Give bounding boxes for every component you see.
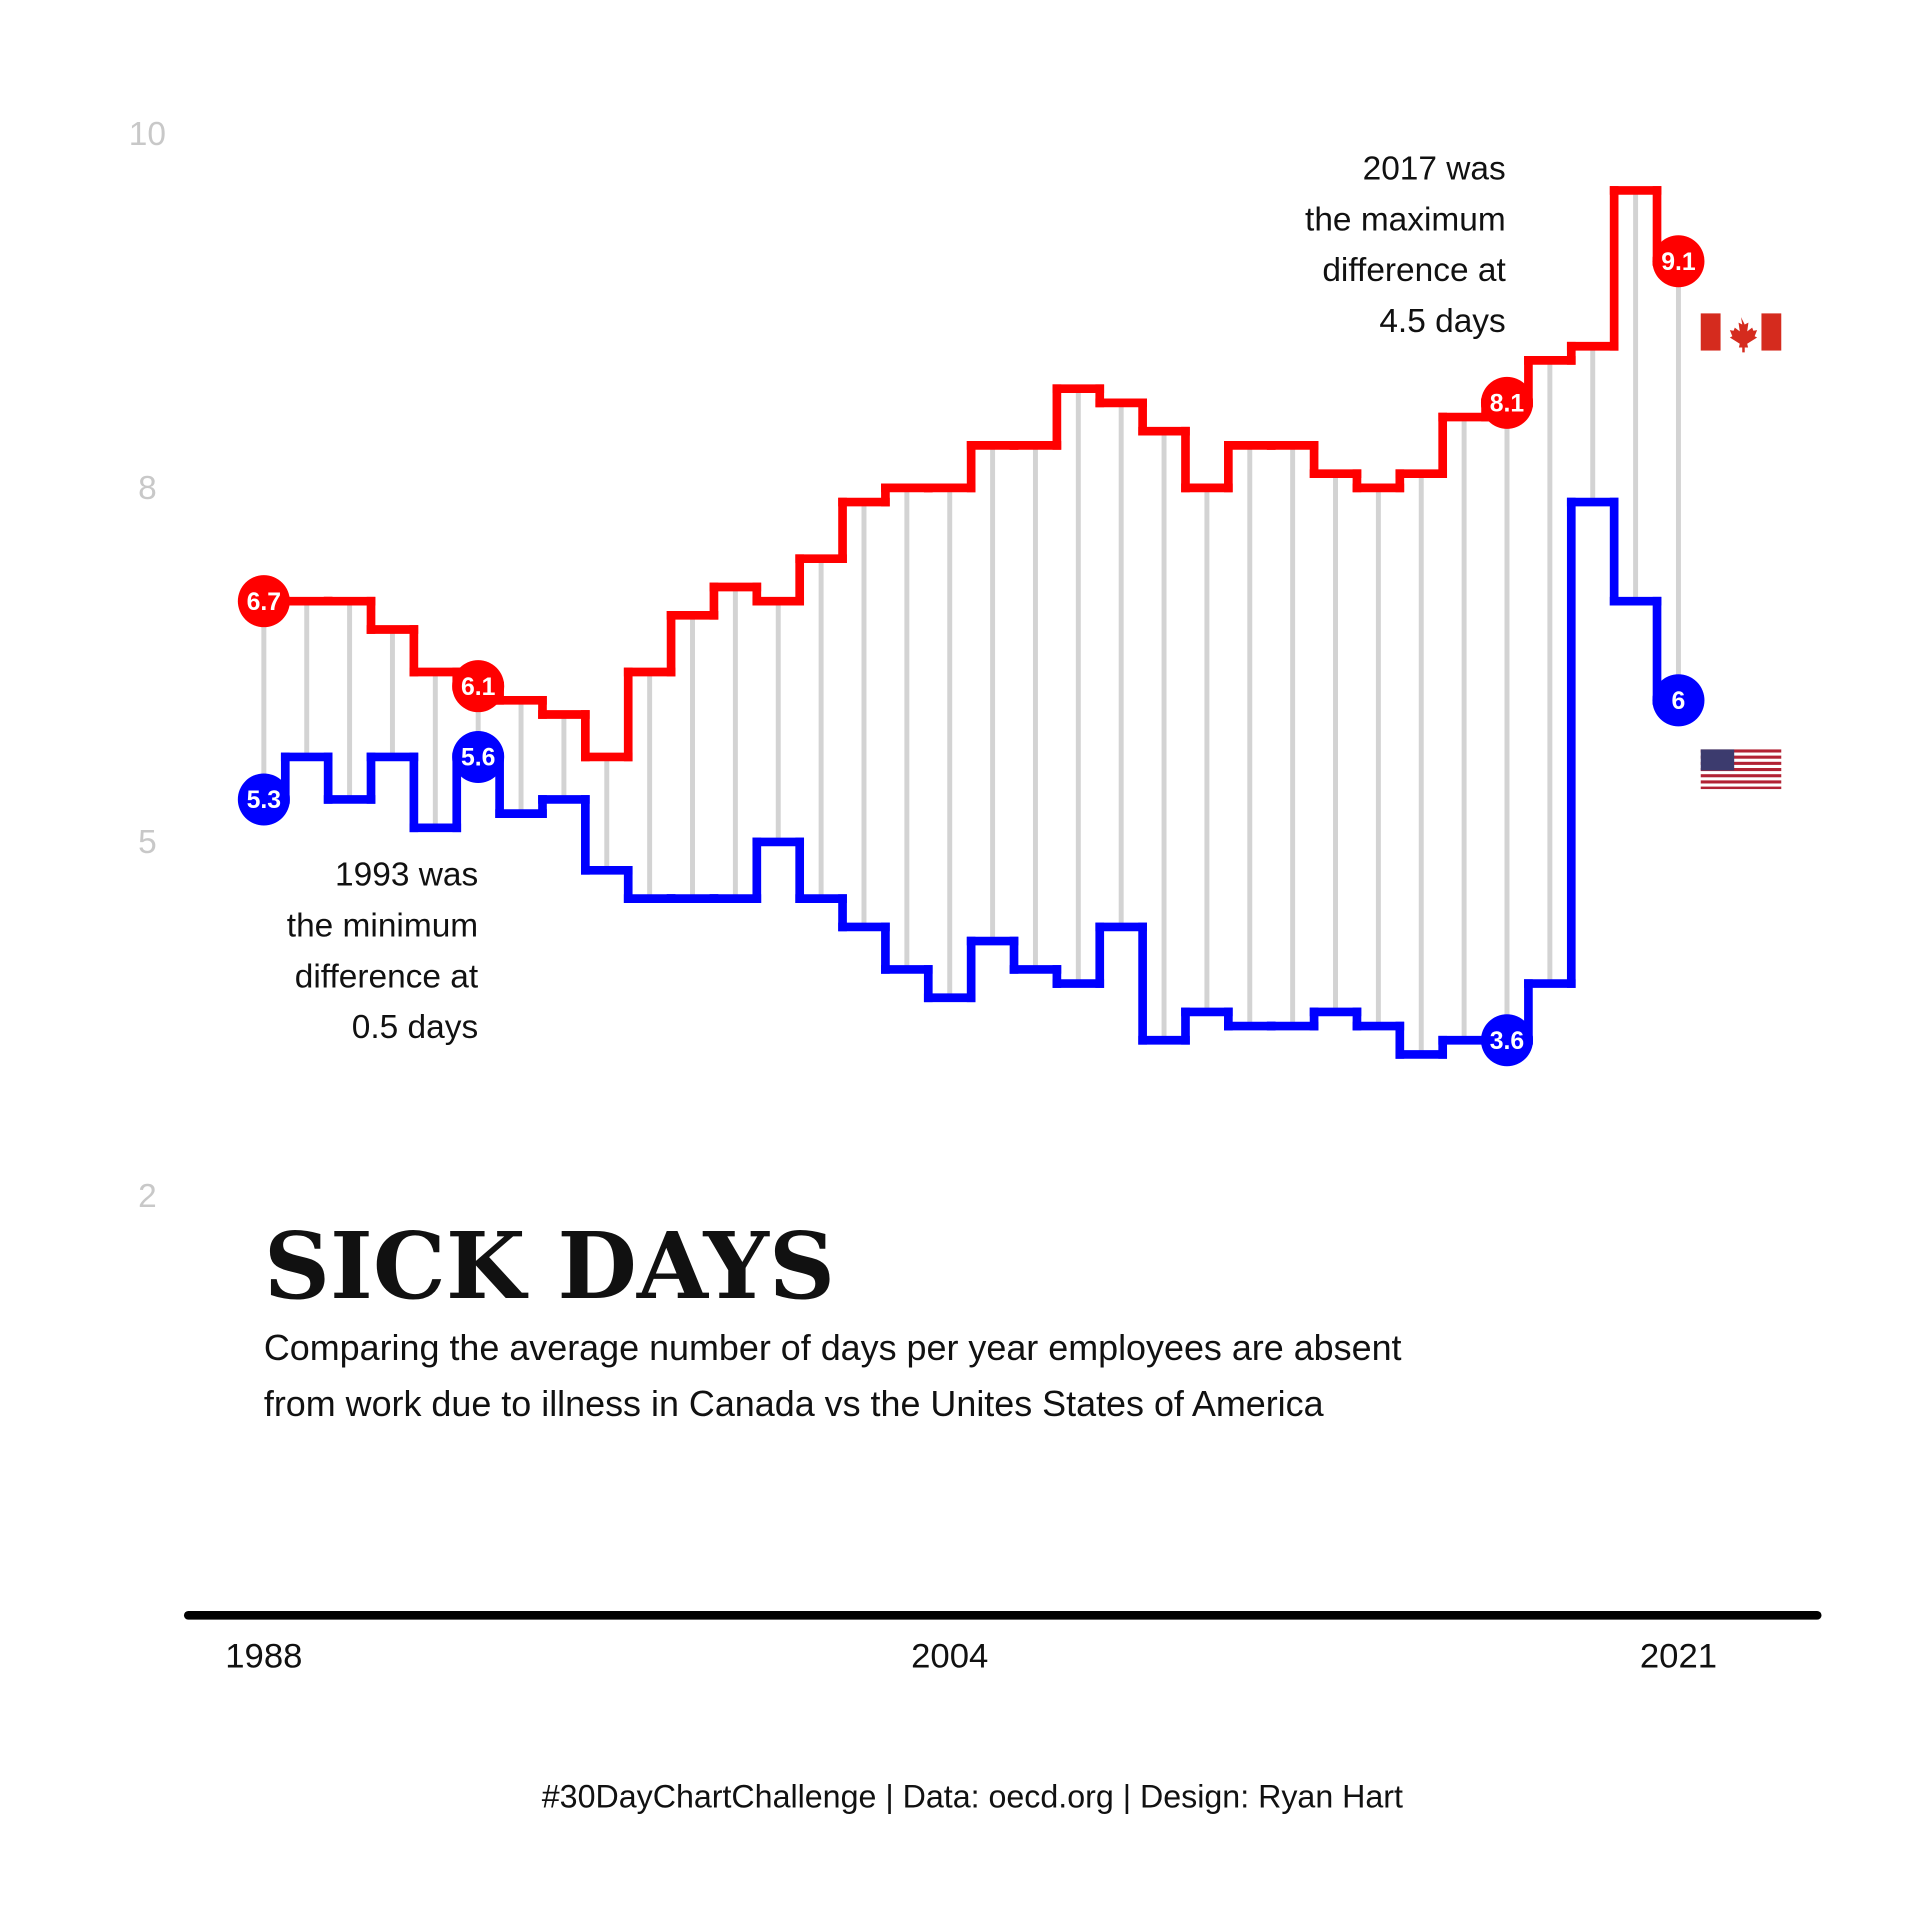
flag-usa [1700,749,1782,790]
point [1652,235,1705,288]
gap-lines [261,190,1681,1055]
x-tick-label: 1988 [225,1637,302,1675]
series-1 [259,497,1683,1059]
annotation: difference at [1322,252,1506,289]
series-0 [259,186,1683,762]
flag-band [1761,313,1782,351]
annotation: 2017 was [1363,151,1506,188]
point-label: 5.3 [247,787,281,814]
point [452,730,505,783]
y-tick-label: 8 [138,470,157,507]
point-label: 9.1 [1661,249,1696,276]
annotation: 1993 was [335,857,478,894]
point [237,773,290,826]
step-lines [259,186,1683,1059]
flag-stripes [1700,749,1782,790]
points: 6.7 6.1 8.1 9.1 5.3 5.6 3.6 6 [237,235,1705,1067]
y-tick-label: 10 [129,116,166,153]
annotation: difference at [295,958,479,995]
annotation: 0.5 days [352,1009,478,1046]
annotation: the minimum [287,907,478,944]
x-tick-label: 2021 [1640,1637,1717,1675]
point-label: 8.1 [1490,391,1525,418]
y-tick-label: 2 [138,1178,157,1215]
point-label: 3.6 [1490,1028,1524,1055]
x-tick-label: 2004 [911,1637,988,1675]
annotation: the maximum [1305,201,1506,238]
subtitle: from work due to illness in Canada vs th… [264,1383,1324,1424]
point-label: 6 [1672,688,1686,715]
point-label: 6.1 [461,674,496,701]
flag-canada [1700,313,1782,353]
flag-band [1700,313,1721,351]
y-tick-label: 5 [138,824,157,861]
flag-canton [1700,749,1735,771]
point [1652,674,1705,727]
caption: #30DayChartChallenge | Data: oecd.org | … [542,1778,1403,1814]
point-label: 6.7 [247,589,281,616]
subtitle: Comparing the average number of days per… [264,1327,1402,1368]
point [452,660,505,713]
chart-title: SICK DAYS [264,1212,835,1320]
point [237,575,290,628]
maple-leaf [1729,317,1758,353]
annotation: 4.5 days [1379,303,1505,340]
point-label: 5.6 [461,745,495,772]
point [1480,376,1533,429]
point [1480,1014,1533,1067]
